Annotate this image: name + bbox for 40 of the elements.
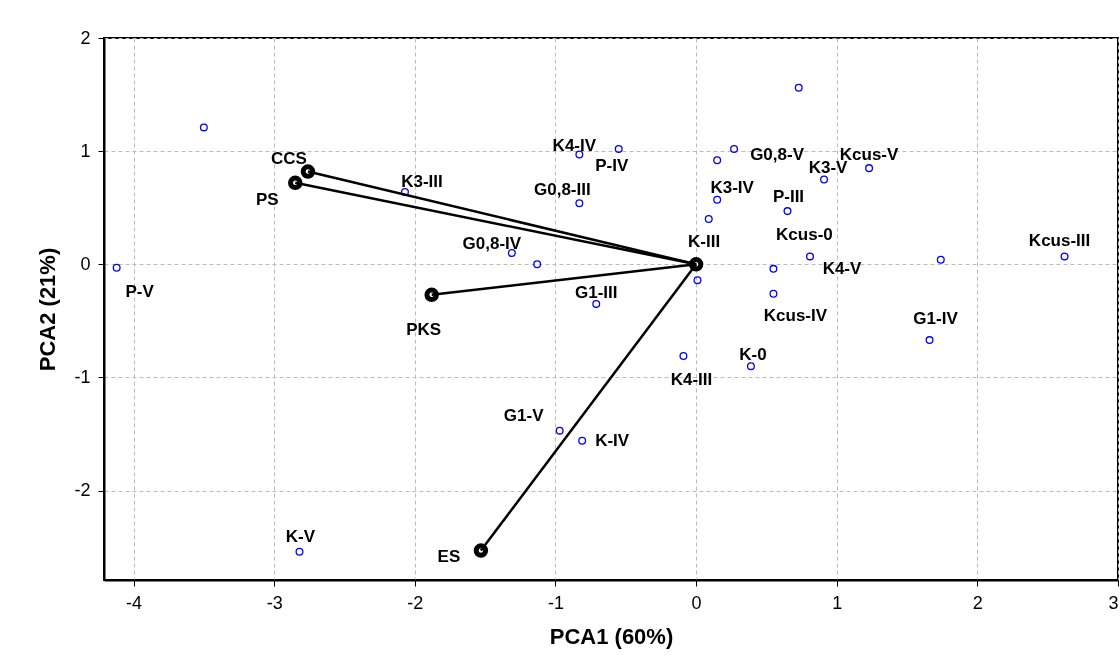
data-label: Kcus-IV — [763, 305, 828, 325]
data-label: K4-IV — [552, 135, 597, 155]
x-tick-label: -3 — [266, 592, 283, 613]
data-label: PKS — [406, 319, 442, 339]
data-label: P-III — [772, 187, 805, 207]
data-label: ES — [437, 546, 461, 566]
data-label: K3-III — [401, 171, 443, 191]
data-label: G1-IV — [913, 309, 959, 329]
x-tick-label: 0 — [691, 592, 702, 613]
x-tick-label: -2 — [407, 592, 424, 613]
data-label: P-V — [125, 281, 155, 301]
data-label: PS — [255, 189, 279, 209]
x-tick-label: 3 — [1108, 592, 1119, 613]
y-tick-label: 0 — [80, 253, 91, 274]
data-label: K-III — [688, 232, 721, 252]
data-label: K-0 — [739, 345, 767, 365]
data-label: K-IV — [595, 430, 630, 450]
data-label: G0,8-IV — [462, 233, 522, 253]
y-tick-label: -2 — [74, 480, 91, 501]
data-label: G0,8-III — [534, 180, 591, 200]
y-axis-title: PCA2 (21%) — [35, 247, 61, 372]
data-label: K4-III — [670, 369, 713, 389]
data-label: K4-V — [822, 259, 863, 279]
x-tick-label: 2 — [972, 592, 983, 613]
x-tick-label: 1 — [832, 592, 843, 613]
data-label: G0,8-V — [750, 144, 805, 164]
y-tick-label: -1 — [74, 366, 91, 387]
data-label: Kcus-III — [1028, 231, 1091, 251]
x-axis-title: PCA1 (60%) — [549, 623, 674, 649]
y-tick-label: 2 — [80, 27, 91, 48]
data-label: K3-IV — [710, 177, 755, 197]
data-label: K-V — [285, 526, 316, 546]
data-label: CCS — [270, 148, 307, 168]
data-label: P-IV — [595, 155, 629, 175]
data-label: G1-III — [574, 282, 618, 302]
x-tick-label: -4 — [126, 592, 143, 613]
data-label: Kcus-0 — [776, 224, 833, 244]
y-tick-label: 1 — [80, 140, 91, 161]
x-tick-label: -1 — [547, 592, 564, 613]
data-label: G1-V — [503, 405, 545, 425]
